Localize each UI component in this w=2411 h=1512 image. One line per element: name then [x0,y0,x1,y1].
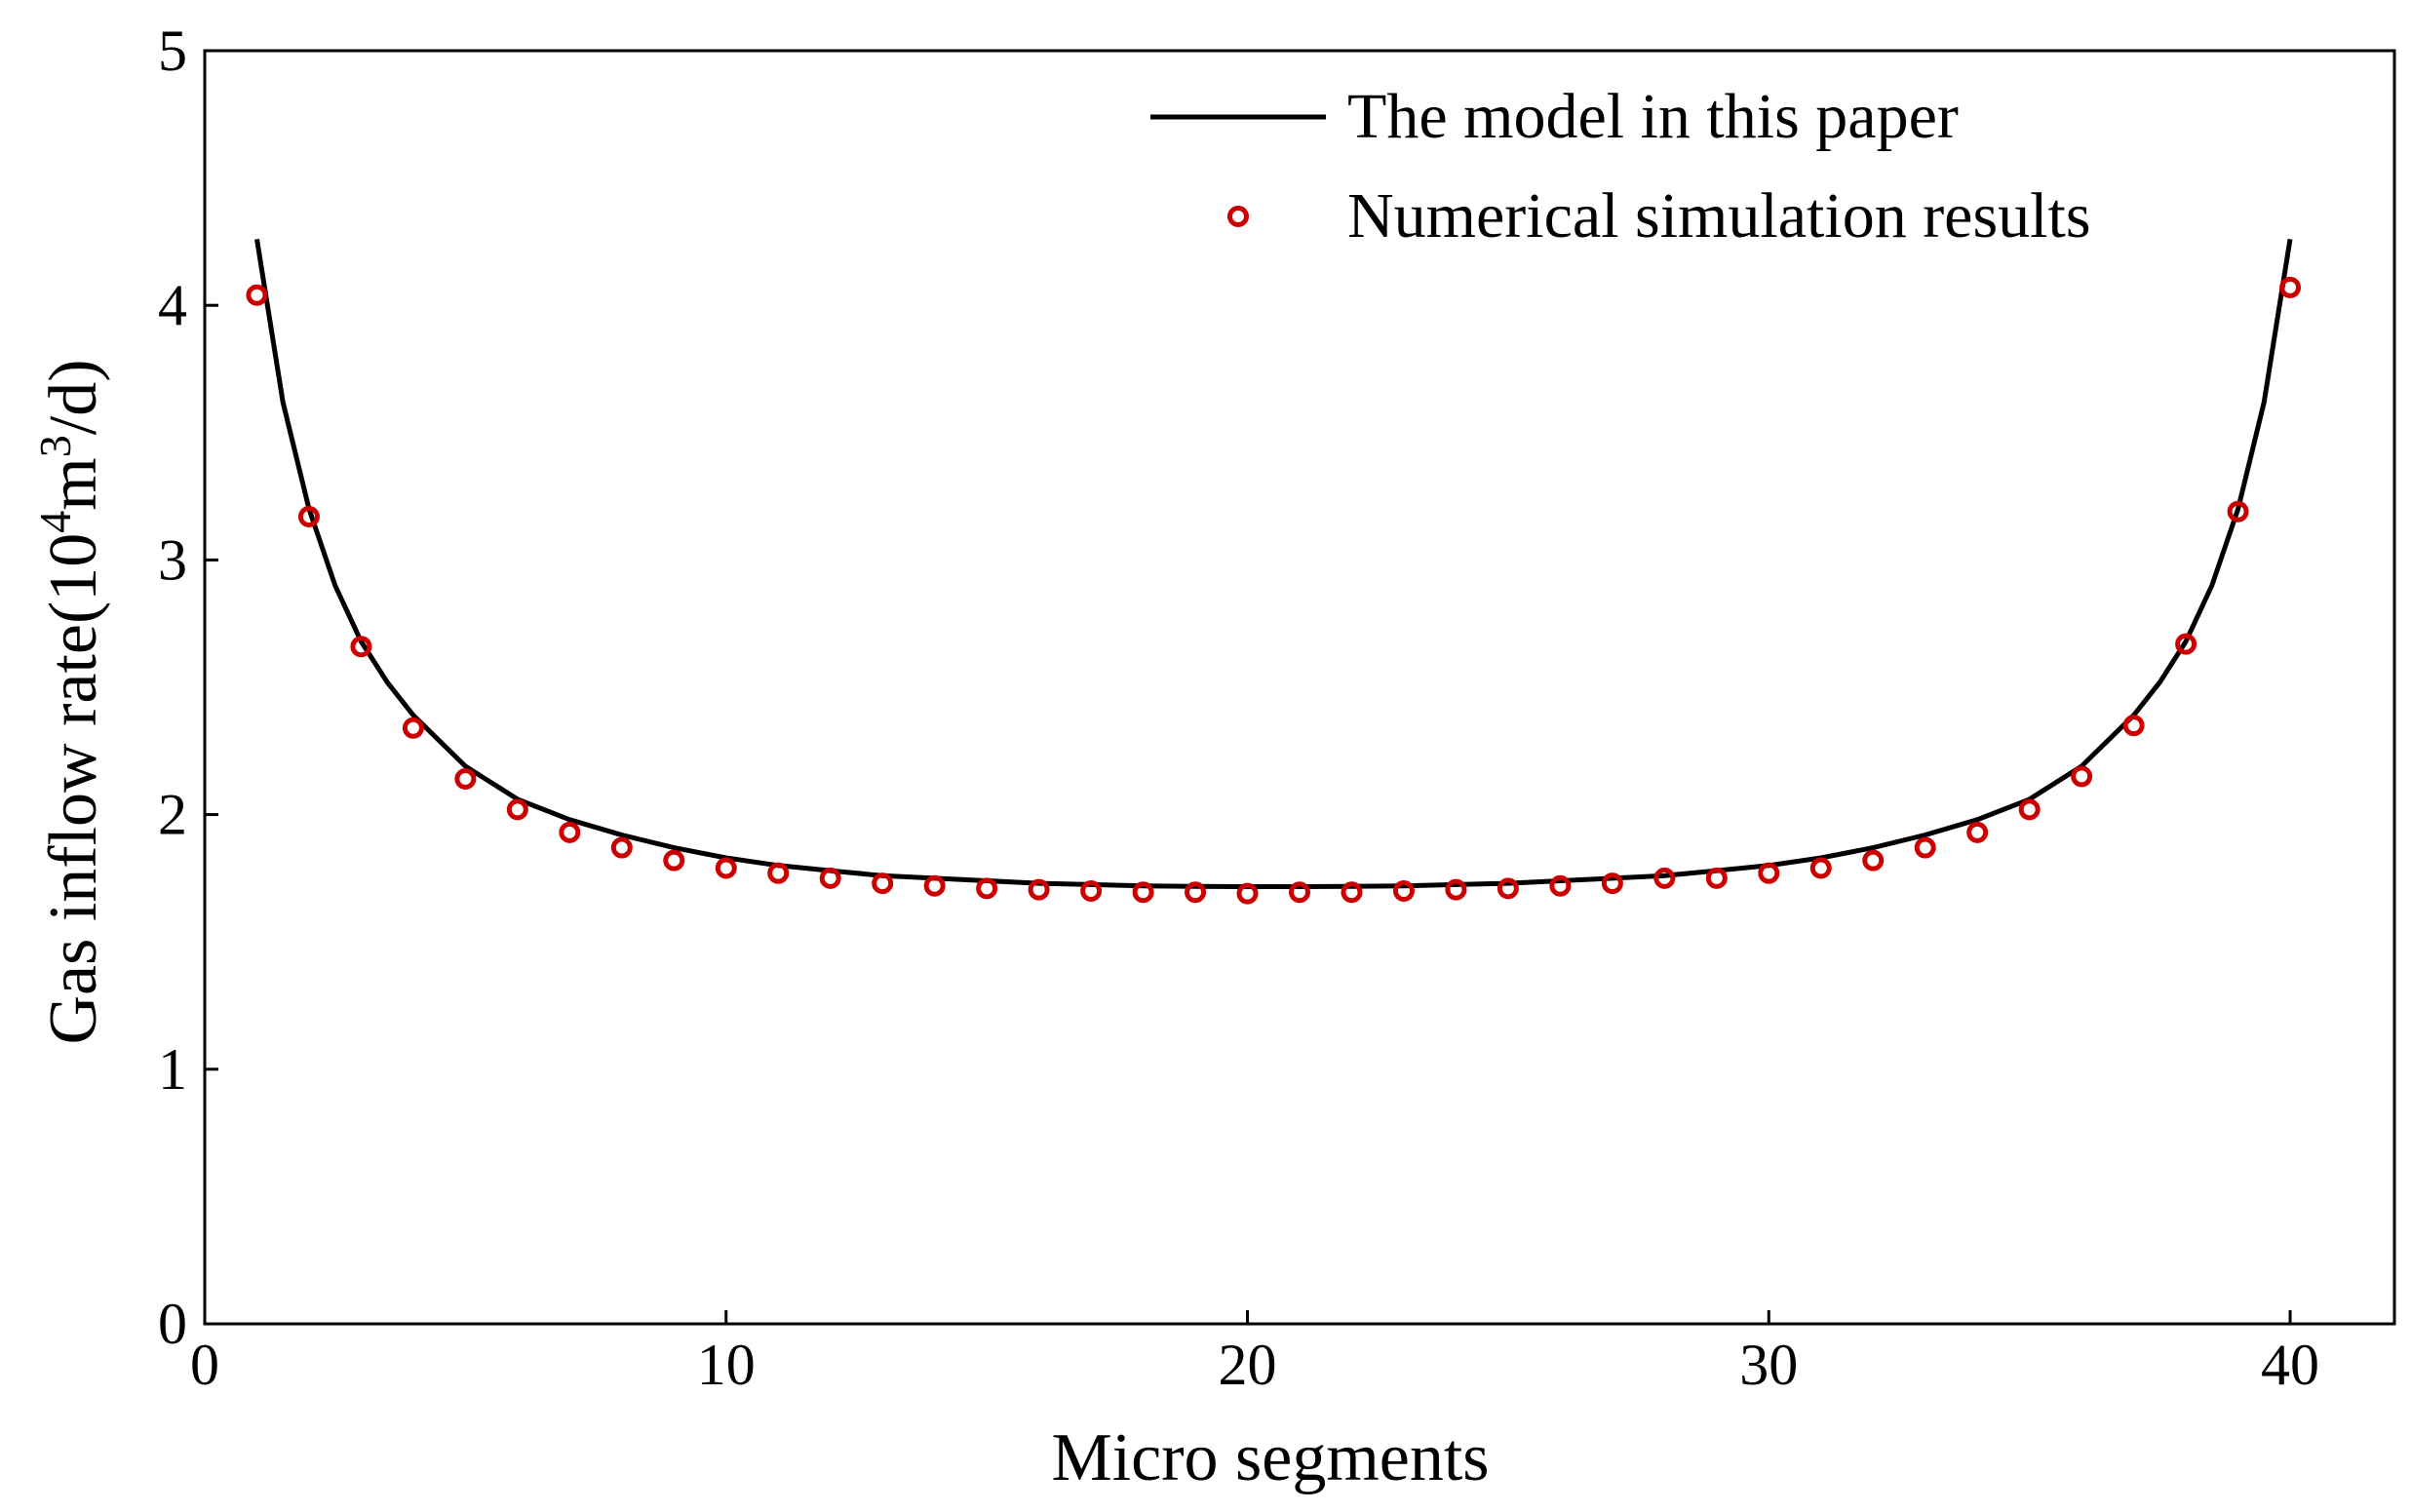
data-point-simulation [1028,878,1050,901]
legend-label-model: The model in this paper [1347,81,1959,152]
series-layer [246,238,2302,905]
y-tick-label: 4 [158,273,187,337]
data-point-simulation [819,867,841,889]
legend-marker-swatch [1227,206,1249,227]
data-point-simulation [1549,874,1572,897]
data-point-simulation [1080,879,1103,902]
data-point-simulation [1497,877,1519,900]
data-point-simulation [454,768,477,791]
data-point-simulation [1132,881,1154,904]
data-point-simulation [1341,881,1363,904]
data-point-simulation [350,636,372,658]
data-point-simulation [923,874,946,897]
data-point-simulation [1601,872,1623,895]
data-point-simulation [2018,798,2041,821]
data-point-simulation [1914,836,1936,859]
data-point-simulation [1392,879,1415,902]
data-point-simulation [1445,878,1467,901]
data-point-simulation [1653,867,1676,889]
ticks-layer: 0 10 20 30 40 0 1 2 3 4 5 [158,19,2319,1397]
y-tick-label: 1 [158,1037,187,1102]
data-point-simulation [610,836,633,859]
x-tick-label: 10 [697,1333,756,1397]
x-tick-label: 40 [2261,1333,2319,1397]
x-tick-label: 30 [1739,1333,1798,1397]
x-tick-label: 20 [1219,1333,1277,1397]
data-point-simulation [1966,821,1989,843]
data-point-simulation [2227,500,2249,523]
data-point-simulation [1758,862,1780,884]
data-point-simulation [767,862,790,884]
data-point-simulation [1185,881,1207,904]
data-point-simulation [2279,276,2302,298]
data-point-simulation [2122,715,2145,737]
data-point-simulation [976,877,998,900]
y-tick-label: 0 [158,1292,187,1356]
data-point-simulation [2071,765,2093,788]
data-point-simulation [1289,881,1310,904]
legend: The model in this paper Numerical simula… [1150,81,2091,252]
data-point-simulation [1862,849,1885,872]
y-axis-label: Gas inflow rate(104m3/d) [30,359,111,1044]
data-point-simulation [297,505,320,527]
data-point-simulation [872,872,894,895]
y-tick-label: 5 [158,19,187,83]
data-point-simulation [402,717,424,739]
x-tick-label: 0 [190,1333,219,1397]
data-point-simulation [559,821,581,843]
data-point-simulation [506,798,528,821]
series-line-model [254,238,2293,889]
x-axis-label: Micro segments [1051,1420,1489,1495]
data-point-simulation [246,284,268,306]
y-tick-label: 3 [158,527,187,592]
data-point-simulation [1236,882,1259,905]
legend-label-simulation: Numerical simulation results [1347,180,2091,252]
y-tick-label: 2 [158,783,187,847]
plot-frame [203,49,2396,1326]
data-point-simulation [663,849,685,872]
data-point-simulation [2175,633,2197,655]
data-point-simulation [715,857,737,879]
data-point-simulation [1809,857,1832,879]
data-point-simulation [1705,867,1728,889]
